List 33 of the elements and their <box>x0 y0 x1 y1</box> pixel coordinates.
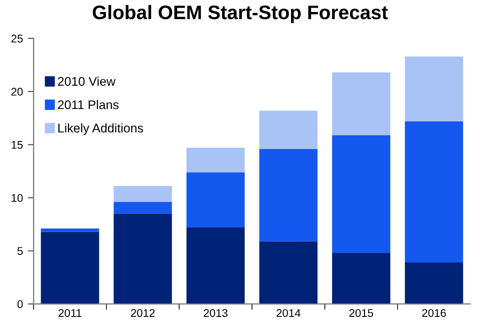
legend-label: Likely Additions <box>58 123 144 135</box>
bar <box>40 228 100 232</box>
bar <box>259 241 318 304</box>
bar <box>114 214 172 304</box>
bar <box>40 232 100 304</box>
bar <box>332 135 390 253</box>
legend-label: 2011 Plans <box>58 100 119 110</box>
y-tick-label: 25 <box>11 34 23 43</box>
x-tick-label: 2012 <box>131 309 155 317</box>
bar <box>332 72 390 136</box>
bar <box>259 110 318 149</box>
bar <box>186 227 245 304</box>
y-tick-label: 20 <box>11 88 23 96</box>
y-tick-label: 10 <box>12 194 23 202</box>
x-tick-label: 2011 <box>58 309 82 317</box>
x-tick-label: 2015 <box>349 309 374 317</box>
bar <box>404 56 464 122</box>
bar <box>114 202 172 214</box>
bar <box>332 252 390 304</box>
y-tick-label: 0 <box>17 300 23 308</box>
y-tick-label: 15 <box>12 141 23 149</box>
chart-title: Global OEM Start-Stop Forecast <box>92 5 388 24</box>
bar <box>404 121 464 263</box>
legend-label: 2010 View <box>58 76 116 86</box>
bar <box>404 262 464 304</box>
bar <box>259 148 318 242</box>
x-tick-label: 2013 <box>204 309 228 317</box>
x-tick-label: 2016 <box>422 309 446 317</box>
bar <box>114 186 172 202</box>
bar <box>186 148 245 172</box>
y-tick-label: 5 <box>17 247 23 255</box>
bar <box>186 172 245 228</box>
x-tick-label: 2014 <box>276 309 300 317</box>
